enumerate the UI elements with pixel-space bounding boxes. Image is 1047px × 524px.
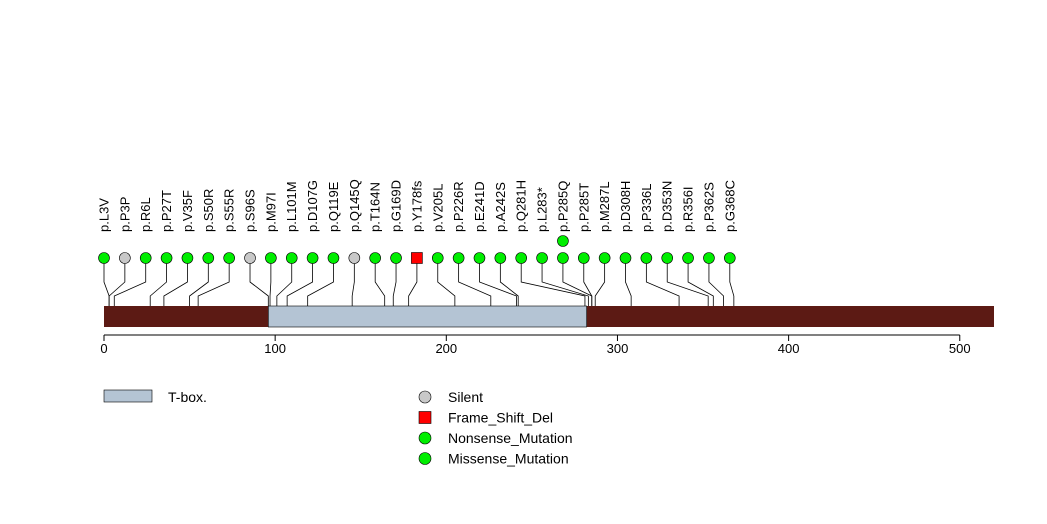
mutation-label-p-m287l: p.M287L	[597, 181, 612, 232]
mutation-mark-p-s55r	[223, 252, 235, 264]
mutation-mark-p-s96s	[244, 252, 256, 264]
x-axis: 0 100 200 300 400 500	[100, 334, 971, 356]
mutation-label-p-p285t: p.P285T	[576, 183, 591, 232]
x-tick-label-400: 400	[778, 341, 800, 356]
x-tick-label-500: 500	[949, 341, 971, 356]
legend-label-missense-mutation: Missense_Mutation	[448, 451, 569, 467]
mutation-mark-p-d308h	[619, 252, 632, 264]
x-tick-label-0: 0	[100, 341, 107, 356]
legend-domain-label: T-box.	[168, 389, 207, 405]
mutation-mark-p-r6l	[139, 252, 152, 264]
legend-mark-silent	[418, 390, 432, 404]
mutation-label-p-t164n: p.T164N	[368, 182, 383, 232]
legend-label-silent: Silent	[448, 389, 483, 405]
mutation-label-p-g368c: p.G368C	[722, 180, 737, 232]
mutation-mark-p-p3p	[119, 252, 131, 264]
mutation-label-p-y178fs: p.Y178fs	[409, 180, 424, 232]
mutation-label-p-s50r: p.S50R	[201, 189, 216, 232]
mutation-mark-p-l283	[536, 252, 548, 264]
mutation-label-p-q281h: p.Q281H	[514, 180, 529, 232]
mutation-mark-p-g368c	[723, 252, 736, 264]
mutation-mark-p-l3v	[98, 252, 110, 264]
legend-label-nonsense-mutation: Nonsense_Mutation	[448, 430, 573, 446]
mutation-mark-p-v205l	[431, 252, 444, 264]
legend-domain-swatch	[103, 389, 153, 403]
mutation-mark-p-p285t	[577, 252, 590, 264]
mutation-label-p-p27t: p.P27T	[159, 190, 174, 232]
legend-mark-frame-shift-del	[418, 411, 432, 424]
mutation-label-p-q119e: p.Q119E	[326, 181, 341, 232]
legend-label-frame-shift-del: Frame_Shift_Del	[448, 410, 553, 426]
mutation-label-p-p362s: p.P362S	[701, 182, 716, 232]
mutation-mark-p-p362s	[703, 252, 715, 264]
legend-mark-missense-mutation	[418, 452, 432, 465]
mutation-mark-p-p336l	[640, 252, 653, 264]
mutation-mark-p-p226r	[452, 252, 465, 264]
mutation-mark-p-a242s	[494, 252, 507, 264]
legend-mark-nonsense-mutation	[418, 431, 432, 445]
mutation-mark-p-d107g	[306, 252, 319, 264]
mutation-mark-p-r356i	[682, 252, 694, 264]
mutation-label-p-p3p: p.P3P	[117, 197, 132, 232]
mutation-label-p-l283: p.L283*	[535, 187, 550, 232]
mutation-label-p-d308h: p.D308H	[618, 181, 633, 232]
mutation-mark-p-e241d	[473, 252, 486, 264]
mutation-label-p-e241d: p.E241D	[472, 181, 487, 232]
mutation-mark-p-p285q	[557, 252, 569, 264]
x-tick-label-300: 300	[607, 341, 629, 356]
mutation-mark-p-m287l	[598, 252, 611, 264]
x-tick-label-200: 200	[435, 341, 457, 356]
mutation-label-p-s55r: p.S55R	[222, 189, 237, 232]
domain-t-box	[268, 305, 587, 328]
mutation-label-p-p336l: p.P336L	[639, 184, 654, 232]
mutation-mark-p-d353n	[661, 252, 674, 264]
mutation-mark-p-l101m	[285, 252, 298, 264]
mutation-mark-p-p27t	[160, 252, 173, 264]
mutation-mark-p-v35f	[181, 252, 194, 264]
mutation-label-p-q145q: p.Q145Q	[347, 179, 362, 232]
mutation-label-p-v35f: p.V35F	[180, 190, 195, 232]
legend: T-box. Silent Frame_Shift_Del Nonsense_Muta…	[103, 389, 573, 467]
x-tick-label-100: 100	[264, 341, 286, 356]
mutation-label-p-l3v: p.L3V	[97, 198, 112, 232]
mutation-labels: p.L3V p.P3P p.R6L p.P27T p.V35F p.S50R p.S55R p…	[97, 179, 738, 232]
protein-track	[104, 305, 994, 328]
mutation-label-p-l101m: p.L101M	[284, 181, 299, 232]
mutation-label-p-d353n: p.D353N	[660, 181, 675, 232]
mutation-label-p-s96s: p.S96S	[243, 189, 258, 232]
mutation-mark-p-g169d	[390, 252, 402, 264]
mutation-label-p-p285q: p.P285Q	[555, 181, 570, 232]
mutation-label-p-a242s: p.A242S	[493, 182, 508, 232]
mutation-label-p-d107g: p.D107G	[305, 180, 320, 232]
mutation-marks	[98, 235, 736, 264]
mutation-label-p-v205l: p.V205L	[430, 184, 445, 232]
mutation-mark-p-s50r	[202, 252, 215, 264]
mutation-label-p-g169d: p.G169D	[389, 180, 404, 232]
mutation-label-p-r356i: p.R356I	[681, 186, 696, 232]
mutation-mark-p-q145q	[348, 252, 361, 264]
mutation-label-p-p226r: p.P226R	[451, 181, 466, 232]
mutation-mark-p-t164n	[369, 252, 381, 264]
mutation-mark-p-q119e	[327, 252, 340, 264]
mutation-label-p-m97i: p.M97I	[263, 192, 278, 232]
mutation-mark-p-y178fs	[411, 252, 423, 264]
mutation-label-p-r6l: p.R6L	[138, 197, 153, 232]
mutation-mark-p-p285q	[557, 235, 569, 247]
mutation-mark-p-m97i	[265, 252, 277, 264]
mutation-mark-p-q281h	[515, 252, 528, 264]
